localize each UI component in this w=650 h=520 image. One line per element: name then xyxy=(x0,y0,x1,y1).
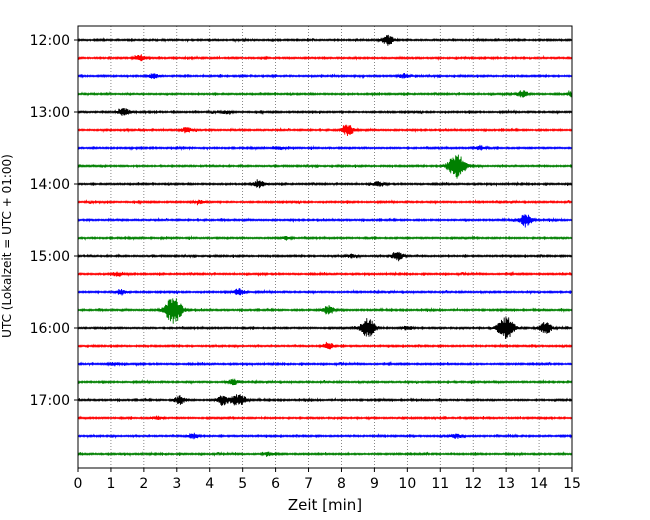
trace-row-1200 xyxy=(77,34,573,46)
seismogram-traces xyxy=(77,34,573,458)
x-tick-label: 0 xyxy=(74,476,83,492)
x-tick-label: 2 xyxy=(139,476,148,492)
y-tick-label: 14:00 xyxy=(30,177,70,193)
y-axis-ticks: 12:00 13:00 14:00 15:00 16:00 17:00 xyxy=(30,33,78,409)
x-tick-label: 1 xyxy=(106,476,115,492)
trace-row-1330 xyxy=(77,144,573,151)
y-axis-label: UTC (Lokalzeit = UTC + 01:00) xyxy=(0,154,14,338)
x-tick-label: 9 xyxy=(370,476,379,492)
x-tick-label: 4 xyxy=(205,476,214,492)
trace-row-1430 xyxy=(77,214,573,228)
trace-row-1300 xyxy=(77,108,573,116)
x-tick-label: 10 xyxy=(398,476,416,492)
trace-row-1400 xyxy=(77,179,573,189)
trace-row-1215 xyxy=(77,54,573,62)
x-tick-label: 5 xyxy=(238,476,247,492)
y-tick-label: 15:00 xyxy=(30,249,70,265)
trace-row-1745 xyxy=(77,451,573,458)
x-axis-ticks: 0 1 2 3 4 5 6 7 8 9 10 11 12 13 14 15 xyxy=(74,468,581,492)
x-tick-label: 15 xyxy=(563,476,581,492)
y-tick-label: 16:00 xyxy=(30,321,70,337)
trace-row-1415 xyxy=(77,199,573,206)
x-tick-label: 11 xyxy=(431,476,449,492)
y-tick-label: 12:00 xyxy=(30,33,70,49)
trace-row-1645 xyxy=(77,378,573,386)
y-tick-label: 13:00 xyxy=(30,105,70,121)
x-tick-label: 14 xyxy=(530,476,548,492)
trace-row-1315 xyxy=(77,124,573,137)
plot-frame xyxy=(77,25,573,469)
x-tick-label: 8 xyxy=(337,476,346,492)
x-tick-label: 6 xyxy=(271,476,280,492)
x-tick-label: 13 xyxy=(497,476,515,492)
trace-row-1530 xyxy=(77,288,573,296)
x-tick-label: 12 xyxy=(464,476,482,492)
trace-row-1245 xyxy=(77,89,573,98)
trace-row-1700 xyxy=(77,394,573,406)
trace-row-1545 xyxy=(77,298,573,324)
trace-row-1615 xyxy=(77,341,573,350)
trace-row-1630 xyxy=(77,361,573,368)
trace-row-1445 xyxy=(77,234,573,241)
trace-row-1715 xyxy=(77,415,573,421)
trace-row-1515 xyxy=(77,271,573,278)
y-tick-label: 17:00 xyxy=(30,393,70,409)
trace-row-1600 xyxy=(77,316,573,340)
trace-row-1345 xyxy=(77,154,573,179)
trace-row-1500 xyxy=(77,251,573,262)
x-tick-label: 7 xyxy=(304,476,313,492)
x-tick-label: 3 xyxy=(172,476,181,492)
trace-row-1730 xyxy=(77,432,573,440)
trace-row-1230 xyxy=(77,73,573,79)
x-axis-label: Zeit [min] xyxy=(288,496,362,514)
